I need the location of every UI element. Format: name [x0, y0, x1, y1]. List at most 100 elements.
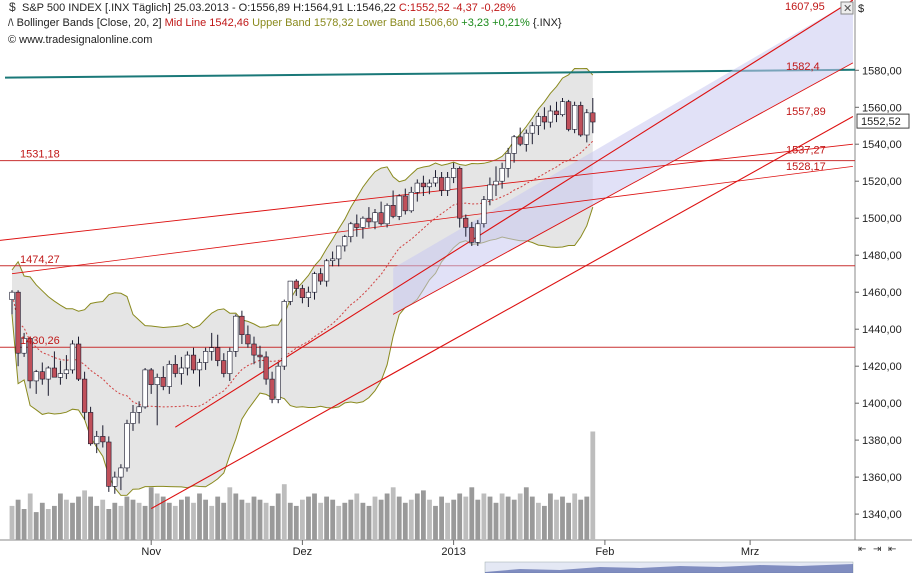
candle-body	[293, 280, 299, 289]
candle	[33, 369, 39, 394]
header-mid-line: Mid Line 1542,46	[165, 17, 249, 29]
volume-bar	[136, 502, 142, 540]
candle	[529, 122, 535, 145]
close-chart-button[interactable]: ✕	[840, 1, 854, 15]
candle-body	[251, 343, 257, 356]
candle-body	[15, 291, 21, 354]
candle	[196, 358, 203, 387]
candle	[475, 220, 481, 246]
zoom-out-icon[interactable]: ⇥	[873, 544, 881, 555]
candle-body	[39, 371, 45, 380]
candle	[9, 290, 15, 315]
volume-bar	[511, 499, 517, 540]
volume-bar	[578, 499, 584, 540]
candle-body	[63, 369, 69, 374]
volume-bar	[348, 499, 354, 540]
y-tick-label: 1540,00	[862, 139, 902, 151]
volume-bar	[414, 493, 420, 540]
volume-bar	[439, 496, 444, 540]
dollar-icon: $	[9, 0, 16, 14]
channel-fill	[393, 0, 853, 315]
volume-bar	[64, 499, 69, 540]
volume-bar	[221, 502, 227, 540]
candle-body	[305, 291, 312, 299]
candle	[203, 347, 209, 370]
volume-bar	[306, 496, 311, 540]
lower-channel-line	[150, 116, 854, 510]
y-tick-label: 1400,00	[862, 398, 902, 410]
candle	[584, 109, 590, 143]
candle	[88, 406, 94, 446]
level-label-l1474: 1474,27	[20, 254, 60, 266]
candle	[106, 436, 112, 492]
candle	[402, 188, 408, 215]
scroll-end-icon[interactable]: ⇤	[888, 544, 896, 555]
volume-bar	[88, 496, 93, 540]
candle-body	[263, 356, 269, 380]
volume-bar	[58, 493, 63, 540]
candle-body	[233, 315, 239, 352]
candle-body	[118, 467, 124, 478]
candle-body	[215, 347, 221, 361]
candle-body	[420, 182, 427, 188]
candle-body	[529, 125, 535, 134]
volume-bar	[130, 499, 136, 540]
candle	[323, 258, 330, 287]
volume-bar	[263, 502, 269, 540]
candle	[160, 366, 166, 391]
candle	[293, 279, 299, 296]
volume-bar	[27, 493, 33, 540]
candle-body	[239, 315, 245, 336]
candle-body	[51, 367, 57, 378]
candle-body	[323, 260, 330, 282]
candle	[166, 360, 172, 394]
candle	[366, 207, 372, 228]
candle-body	[69, 343, 76, 371]
candle-body	[299, 288, 306, 298]
candle-body	[463, 217, 469, 228]
overview-scrollbar[interactable]	[484, 561, 854, 574]
volume-bar	[9, 505, 15, 540]
candle	[227, 347, 233, 381]
volume-bar	[281, 484, 287, 540]
mid-line	[11, 140, 594, 408]
volume-bar	[584, 496, 590, 540]
level-label-l1430: 1430,26	[20, 335, 60, 347]
candle-body	[517, 136, 523, 145]
volume-bar	[523, 487, 529, 540]
candle-body	[487, 184, 493, 200]
volume-bar	[82, 490, 87, 540]
candle-body	[450, 168, 457, 178]
volume-bar	[342, 502, 348, 540]
candle-body	[33, 371, 39, 382]
candle	[481, 196, 487, 228]
volume-bar	[475, 499, 481, 540]
volume-bar	[366, 505, 372, 540]
volume-bar	[360, 502, 366, 540]
candle-body	[584, 112, 590, 136]
volume-bar	[245, 502, 251, 540]
candle	[257, 345, 263, 368]
y-tick-label: 1580,00	[862, 65, 902, 77]
candle	[432, 170, 439, 187]
volume-bar	[566, 502, 571, 540]
candle	[112, 471, 118, 494]
candle-body	[269, 378, 275, 400]
candle	[414, 179, 420, 202]
volume-bar	[233, 493, 239, 540]
candle	[547, 105, 553, 128]
candle	[450, 162, 457, 184]
volume-bar	[463, 496, 469, 540]
zoom-in-icon[interactable]: ⇤	[858, 544, 866, 555]
volume-bar	[457, 493, 463, 540]
volume-bar	[293, 505, 299, 540]
candle	[523, 129, 529, 152]
candle	[336, 245, 342, 267]
candle-body	[438, 177, 445, 191]
candle-body	[444, 177, 451, 191]
candle-body	[287, 280, 293, 302]
candle	[378, 201, 384, 226]
candle	[221, 353, 227, 378]
long-trend-line	[0, 143, 853, 241]
